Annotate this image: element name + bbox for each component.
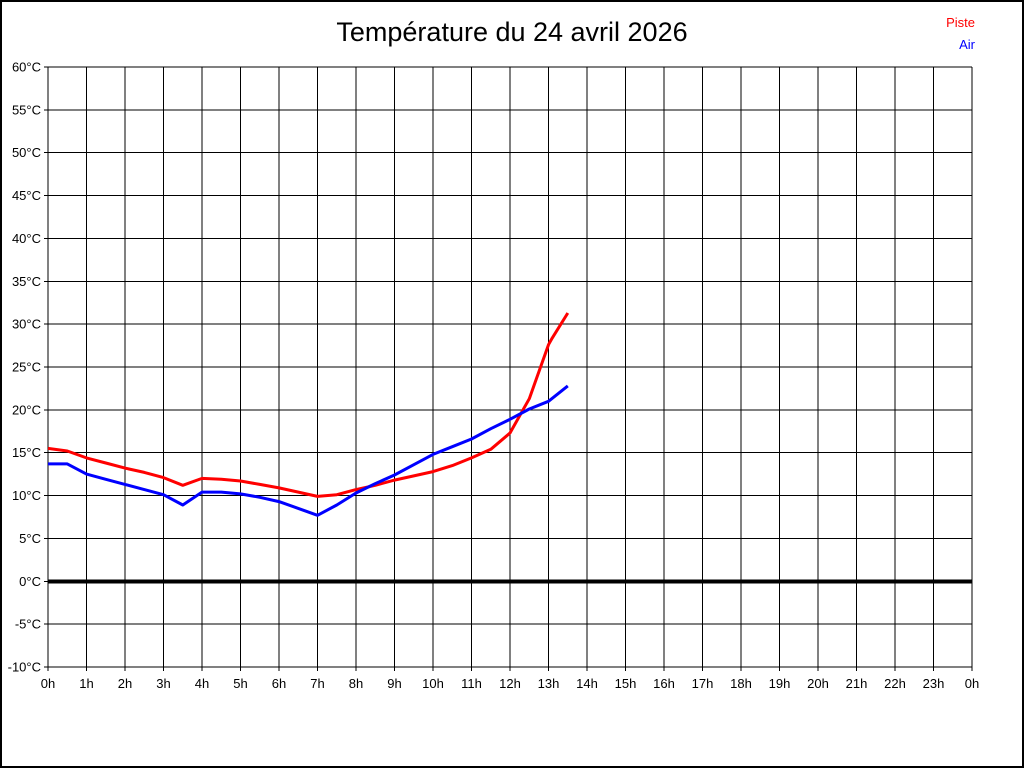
y-tick-label: 10°C <box>12 488 41 503</box>
y-tick-label: 0°C <box>19 574 41 589</box>
legend-item-air: Air <box>959 37 975 52</box>
x-tick-label: 3h <box>156 676 170 691</box>
x-tick-label: 9h <box>387 676 401 691</box>
y-tick-label: 25°C <box>12 360 41 375</box>
x-axis-labels: 0h 1h 2h 3h 4h 5h 6h 7h 8h 9h 10h 11h 12h 13h 14h 15h 16… <box>41 676 979 691</box>
x-tick-label: 8h <box>349 676 363 691</box>
x-tick-label: 12h <box>499 676 521 691</box>
x-tick-label: 0h <box>41 676 55 691</box>
x-tick-label: 11h <box>461 676 482 691</box>
x-tick-label: 18h <box>730 676 752 691</box>
x-tick-label: 17h <box>692 676 714 691</box>
series-line-air <box>48 384 569 517</box>
x-tick-label: 13h <box>538 676 560 691</box>
x-tick-label: 10h <box>422 676 444 691</box>
x-tick-label: 14h <box>576 676 598 691</box>
y-tick-label: 15°C <box>12 445 41 460</box>
legend: Piste Air <box>946 12 975 56</box>
chart-title: Température du 24 avril 2026 <box>336 17 688 47</box>
y-tick-label: 40°C <box>12 231 41 246</box>
x-tick-label: 20h <box>807 676 829 691</box>
x-tick-label: 0h <box>965 676 979 691</box>
y-tick-label: 30°C <box>12 317 41 332</box>
y-tick-label: 5°C <box>19 531 41 546</box>
y-tick-label: -5°C <box>15 617 41 632</box>
x-tick-label: 16h <box>653 676 675 691</box>
y-tick-label: 55°C <box>12 102 41 117</box>
x-tick-label: 6h <box>272 676 286 691</box>
y-axis-labels: 60°C 55°C 50°C 45°C 40°C 35°C 30°C 25°C 20°C 15°C… <box>8 60 41 675</box>
x-tick-label: 2h <box>118 676 132 691</box>
y-tick-label: 60°C <box>12 60 41 75</box>
data-series <box>47 312 570 517</box>
x-tick-label: 19h <box>769 676 791 691</box>
y-tick-label: 45°C <box>12 188 41 203</box>
x-tick-label: 1h <box>79 676 93 691</box>
x-tick-label: 15h <box>615 676 637 691</box>
x-tick-label: 21h <box>846 676 868 691</box>
y-tick-label: 50°C <box>12 145 41 160</box>
x-tick-label: 23h <box>923 676 945 691</box>
x-tick-label: 4h <box>195 676 209 691</box>
y-tick-label: 35°C <box>12 274 41 289</box>
legend-item-piste: Piste <box>946 15 975 30</box>
x-tick-label: 5h <box>233 676 247 691</box>
x-tick-label: 22h <box>884 676 906 691</box>
x-tick-label: 7h <box>310 676 324 691</box>
series-line-piste <box>47 312 570 498</box>
y-tick-label: 20°C <box>12 402 41 417</box>
y-tick-label: -10°C <box>8 660 41 675</box>
